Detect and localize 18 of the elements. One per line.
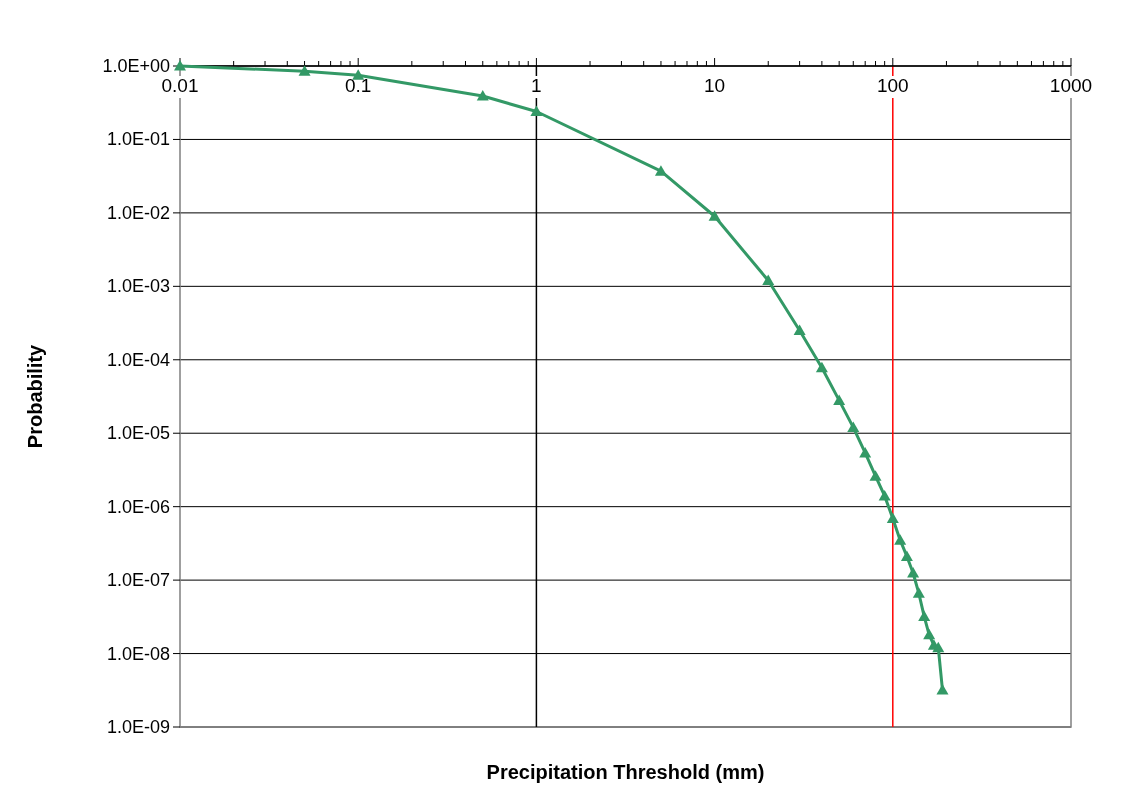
x-tick-label: 0.1 [344, 75, 372, 96]
y-tick-label: 1.0E-06 [106, 496, 170, 517]
y-tick-label: 1.0E-07 [106, 570, 170, 591]
y-tick-label: 1.0E-08 [106, 643, 170, 664]
x-tick-label: 1 [531, 75, 542, 96]
y-tick-label: 1.0E-04 [106, 349, 170, 370]
y-tick-label: 1.0E-05 [106, 423, 170, 444]
x-tick-label: 100 [876, 75, 909, 96]
y-tick-label: 1.0E-03 [106, 276, 170, 297]
x-tick-label: 10 [704, 75, 726, 96]
y-axis-title: Probability [24, 343, 46, 449]
y-tick-label: 1.0E-02 [106, 202, 170, 223]
y-tick-label: 1.0E-01 [106, 129, 170, 150]
x-tick-label: 0.01 [161, 75, 199, 96]
x-axis-title: Precipitation Threshold (mm) [486, 761, 765, 783]
y-tick-label: 1.0E+00 [102, 56, 170, 76]
y-tick-label: 1.0E-09 [106, 717, 170, 737]
x-tick-label: 1000 [1049, 75, 1093, 96]
